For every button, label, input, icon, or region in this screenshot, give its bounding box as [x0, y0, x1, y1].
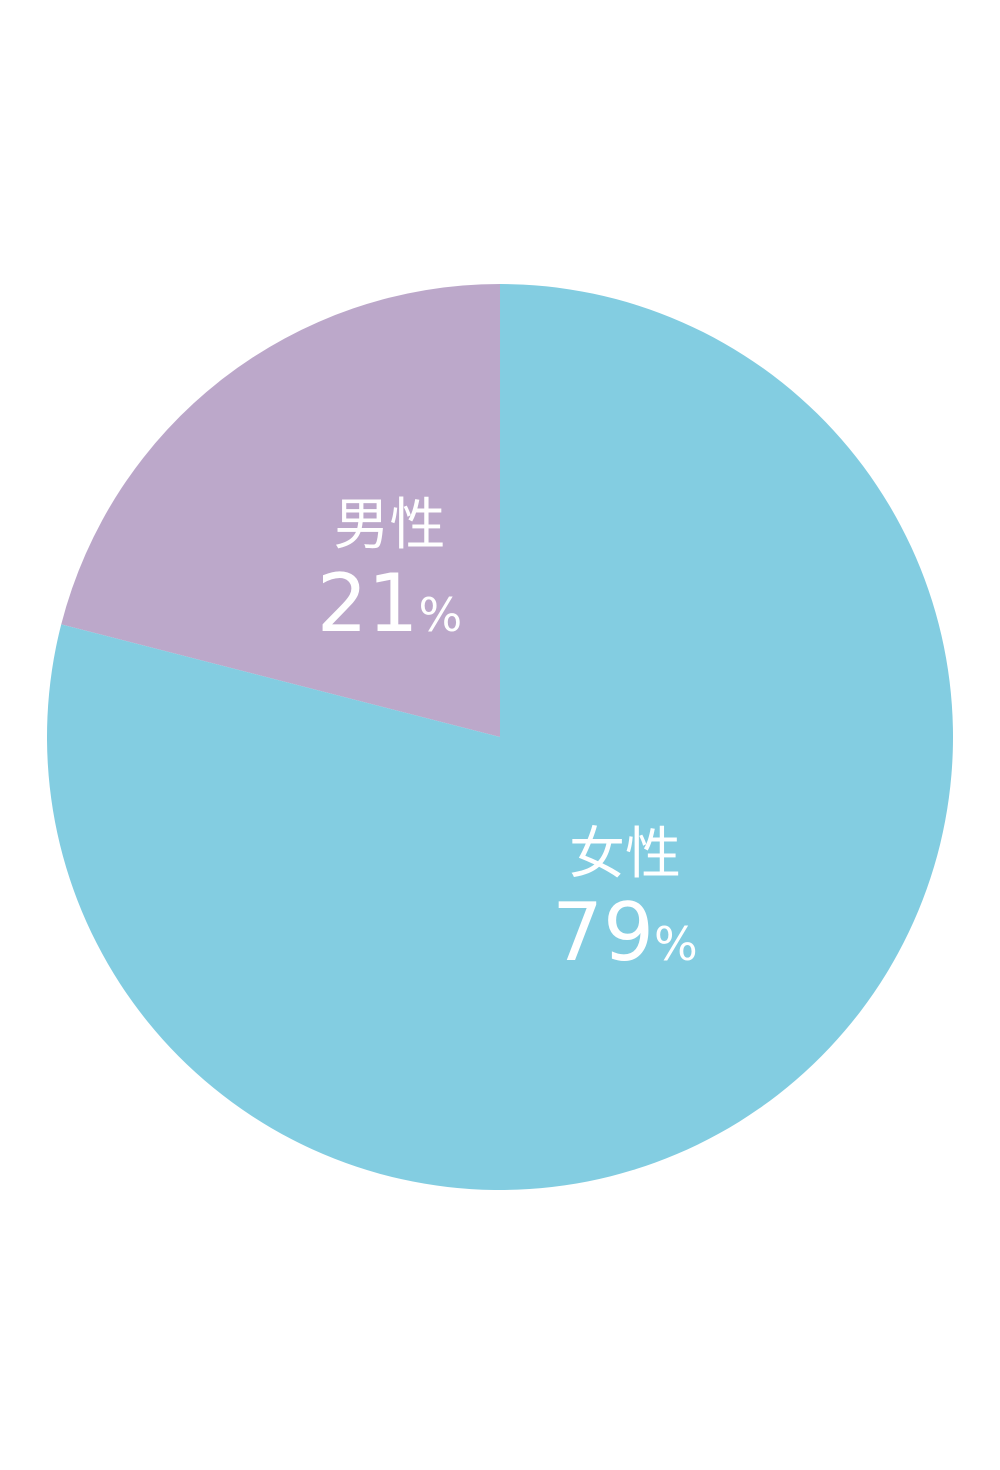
pie-slice-1 [47, 284, 954, 1190]
slice-label: 男性 [334, 493, 446, 558]
slice-label: 女性 [569, 822, 681, 887]
pie-slice-0 [61, 283, 501, 737]
slice-value-label: 79% [552, 886, 698, 979]
slice-value-label: 21% [317, 557, 463, 650]
